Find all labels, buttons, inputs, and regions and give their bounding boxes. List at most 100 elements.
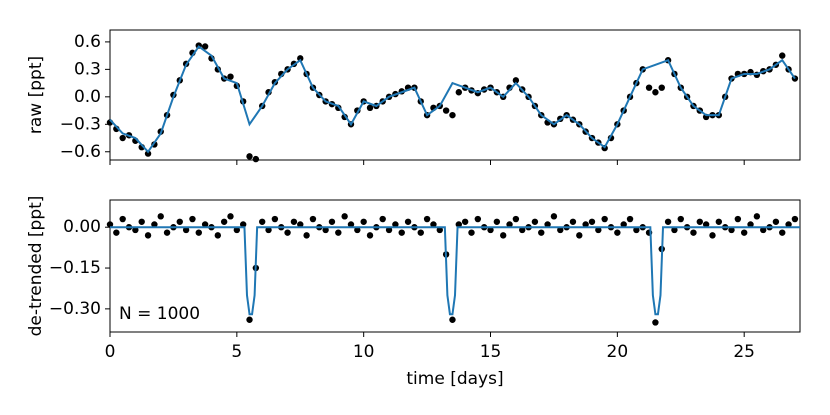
- y-tick-label: 0.6: [74, 32, 101, 52]
- data-point: [468, 229, 475, 236]
- data-point: [645, 84, 653, 91]
- data-point: [652, 319, 659, 326]
- axes-frame: [109, 29, 801, 161]
- x-tick-label: 25: [733, 342, 755, 362]
- data-point: [487, 226, 494, 234]
- annotation: N = 1000: [119, 304, 200, 324]
- data-point: [328, 218, 336, 225]
- data-point: [740, 229, 748, 236]
- data-point: [297, 221, 304, 228]
- data-point: [747, 221, 754, 228]
- data-point: [259, 218, 266, 225]
- data-point: [772, 218, 780, 225]
- data-point: [544, 221, 551, 228]
- data-point: [614, 229, 621, 236]
- data-point: [106, 221, 114, 228]
- y-axis-label: raw [ppt]: [26, 56, 46, 134]
- data-point: [715, 218, 723, 225]
- data-point: [734, 215, 742, 223]
- data-point: [239, 221, 247, 228]
- data-point: [201, 43, 209, 50]
- data-point: [709, 232, 716, 239]
- data-point: [176, 218, 183, 225]
- data-point: [195, 229, 202, 236]
- data-point: [246, 316, 253, 323]
- y-tick-label: −0.6: [60, 142, 101, 162]
- data-point: [309, 215, 317, 223]
- axes-frame: [109, 199, 801, 333]
- data-point: [214, 232, 222, 239]
- y-tick-label: −0.30: [49, 299, 101, 319]
- data-point: [335, 229, 342, 236]
- data-point: [582, 221, 589, 228]
- data-point: [360, 218, 367, 225]
- data-point: [290, 218, 298, 225]
- data-point: [113, 229, 120, 236]
- data-point: [620, 221, 627, 228]
- data-point: [595, 226, 602, 234]
- y-tick-label: −0.15: [49, 258, 101, 278]
- x-tick-label: 15: [480, 342, 502, 362]
- y-tick-label: 0.00: [63, 217, 101, 237]
- data-point: [227, 213, 234, 220]
- data-point: [449, 111, 456, 119]
- y-tick-label: 0.0: [74, 87, 101, 107]
- data-point: [366, 104, 374, 112]
- data-point: [119, 134, 126, 142]
- x-tick-label: 20: [607, 342, 629, 362]
- x-tick-label: 10: [353, 342, 375, 362]
- data-point: [220, 218, 228, 225]
- data-point: [417, 229, 424, 236]
- data-point: [550, 213, 558, 220]
- data-point: [163, 229, 171, 236]
- data-point: [379, 215, 386, 223]
- data-point: [182, 226, 190, 234]
- data-point: [430, 221, 437, 228]
- data-point: [702, 221, 710, 228]
- data-point: [189, 215, 196, 223]
- x-axis-label: time [days]: [406, 369, 503, 389]
- data-point: [531, 218, 539, 225]
- data-point: [557, 226, 564, 234]
- data-point: [753, 213, 761, 220]
- data-point: [366, 232, 374, 239]
- data-point: [436, 226, 443, 234]
- data-point: [569, 218, 577, 225]
- x-tick-label: 0: [105, 342, 116, 362]
- data-point: [157, 213, 164, 220]
- model-line: [109, 45, 796, 154]
- data-point: [779, 229, 786, 236]
- data-point: [626, 215, 634, 223]
- data-point: [779, 52, 786, 59]
- model-line: [110, 226, 800, 316]
- data-point: [664, 218, 672, 225]
- data-point: [519, 226, 526, 234]
- data-point: [671, 226, 678, 234]
- data-point: [138, 218, 145, 225]
- data-point: [512, 215, 520, 223]
- data-point: [696, 218, 703, 225]
- data-point: [601, 215, 608, 223]
- data-point: [227, 73, 234, 80]
- data-point: [119, 215, 126, 223]
- data-point: [284, 229, 291, 236]
- data-point: [423, 215, 431, 223]
- data-point: [303, 232, 310, 239]
- data-point: [499, 232, 507, 239]
- data-point: [246, 153, 253, 160]
- data-point: [201, 221, 209, 228]
- data-point: [455, 89, 463, 96]
- data-point: [493, 218, 501, 225]
- y-axis-label: de-trended [ppt]: [26, 196, 46, 337]
- data-point: [144, 232, 152, 239]
- data-point: [404, 218, 412, 225]
- y-tick-label: 0.3: [74, 59, 101, 79]
- data-point: [633, 226, 640, 234]
- data-point: [398, 229, 405, 236]
- data-point: [385, 226, 393, 234]
- data-point: [341, 213, 348, 220]
- data-point: [652, 89, 659, 96]
- data-point: [455, 221, 463, 228]
